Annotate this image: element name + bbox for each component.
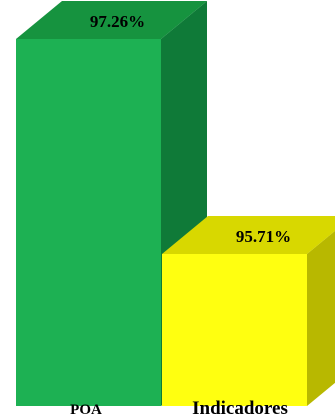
data-label-poa: 97.26% (90, 12, 145, 31)
bar-poa (16, 39, 161, 406)
data-label-indicadores: 95.71% (236, 227, 291, 246)
category-label-poa: POA (70, 402, 102, 418)
bar-indicadores (162, 254, 307, 406)
category-label-indicadores: Indicadores (192, 398, 288, 419)
bars-group (16, 1, 335, 406)
